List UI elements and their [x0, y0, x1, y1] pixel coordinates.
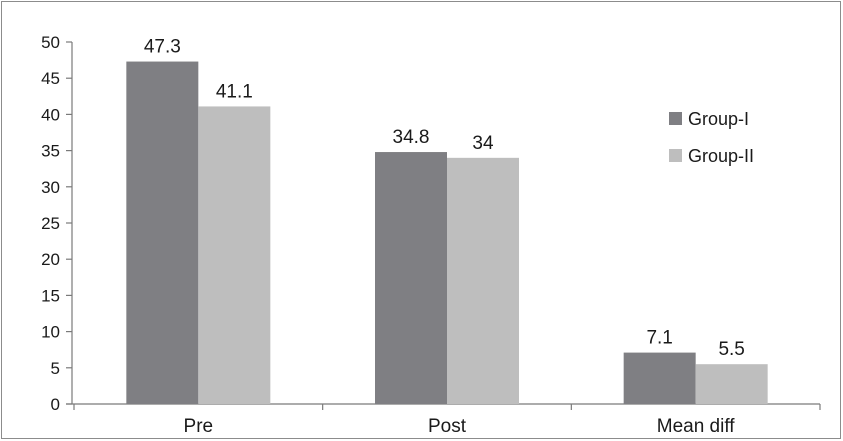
- bar-value-label: 41.1: [216, 81, 253, 102]
- x-category-label: Mean diff: [657, 416, 736, 437]
- legend: Group-I Group-II: [669, 109, 754, 166]
- x-axis: Pre Post Mean diff: [66, 403, 821, 437]
- bar-group-ii: [447, 157, 519, 404]
- legend-swatch: [669, 149, 682, 162]
- bar-value-label: 5.5: [718, 339, 744, 360]
- bar-value-label: 47.3: [144, 37, 181, 58]
- bar-group-i: [126, 61, 199, 404]
- bar-value-label: 34.8: [393, 127, 430, 148]
- legend-label: Group-II: [688, 146, 754, 166]
- bar-group-ii: [695, 364, 768, 404]
- bar-group-ii: [198, 106, 271, 404]
- y-tick-label: 20: [41, 250, 60, 269]
- y-tick-label: 45: [41, 69, 60, 88]
- y-tick-label: 25: [41, 214, 60, 233]
- y-tick-label: 0: [51, 395, 60, 414]
- y-tick-label: 35: [41, 142, 60, 161]
- bar-value-label: 7.1: [646, 328, 672, 349]
- y-axis: 0 5 10 15 20 25 30 35 40 45 50: [41, 33, 73, 414]
- data-labels: 47.3 41.1 34.8 34 7.1 5.5: [144, 37, 745, 361]
- y-tick-label: 10: [41, 323, 60, 342]
- x-category-label: Pre: [184, 416, 214, 437]
- bar-group-i: [375, 152, 447, 404]
- bar-value-label: 34: [472, 133, 494, 154]
- y-tick-label: 30: [41, 178, 60, 197]
- x-category-label: Post: [428, 416, 467, 437]
- y-tick-label: 15: [41, 286, 60, 305]
- bars: [126, 61, 768, 404]
- bar-group-i: [623, 352, 696, 404]
- legend-label: Group-I: [688, 109, 749, 129]
- legend-swatch: [669, 112, 682, 125]
- y-tick-label: 5: [51, 359, 60, 378]
- y-tick-label: 50: [41, 33, 60, 52]
- y-tick-label: 40: [41, 105, 60, 124]
